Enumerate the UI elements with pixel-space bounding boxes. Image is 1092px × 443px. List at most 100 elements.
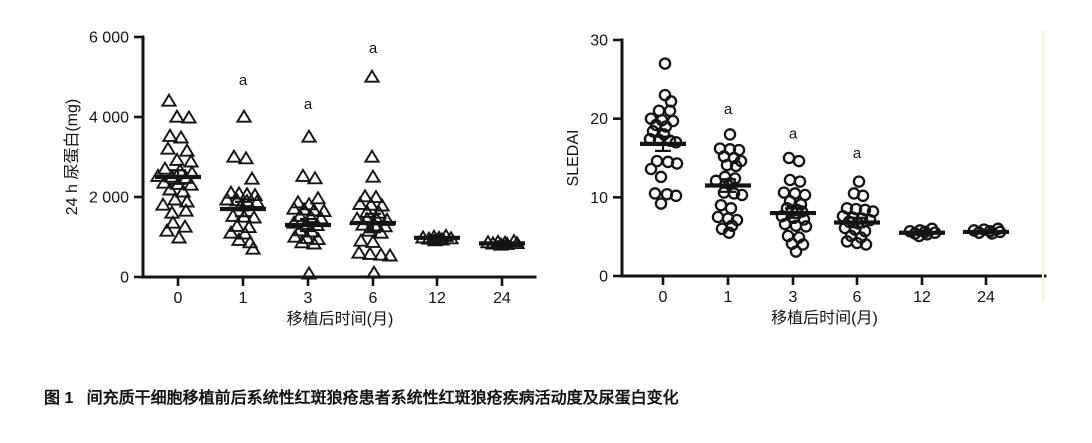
scatter-group-24 (479, 233, 526, 251)
data-point (644, 162, 658, 176)
x-tick-label: 0 (659, 289, 668, 306)
y-tick-label: 10 (590, 190, 608, 207)
data-point (228, 218, 246, 232)
data-point (237, 150, 255, 165)
data-point (505, 233, 523, 248)
y-tick-label: 4 000 (89, 110, 129, 127)
data-point (735, 188, 749, 202)
data-point (176, 218, 194, 233)
data-point (793, 175, 807, 188)
data-point (222, 224, 240, 239)
x-tick-label: 24 (977, 289, 995, 306)
x-tick-label: 3 (789, 289, 798, 306)
scatter-group-1 (705, 128, 751, 239)
x-axis-title: 移植后时间(月) (287, 310, 394, 328)
data-point (364, 168, 382, 183)
data-point (300, 128, 318, 143)
data-point (178, 142, 196, 157)
data-point (238, 193, 256, 208)
data-point (285, 200, 303, 215)
data-point (361, 246, 379, 260)
data-point (182, 176, 200, 191)
data-point (658, 88, 672, 102)
data-point (363, 68, 381, 83)
x-tick-label: 6 (853, 289, 862, 306)
data-point (720, 158, 734, 172)
data-point (302, 209, 320, 224)
x-tick-label: 12 (913, 289, 931, 306)
significance-label: a (239, 72, 248, 89)
x-tick-label: 6 (369, 290, 378, 307)
data-point (782, 151, 796, 165)
caption-block: 图 1 间充质干细胞移植前后系统性红斑狼疮患者系统性红斑狼疮疾病活动度及尿蛋白变… (44, 346, 1058, 443)
data-point (722, 226, 736, 239)
data-point (362, 196, 380, 211)
data-point (225, 148, 243, 163)
data-point (222, 184, 240, 199)
data-point (666, 114, 680, 128)
data-point (727, 151, 741, 165)
data-point (796, 238, 810, 251)
significance-label: a (724, 101, 733, 118)
data-point (646, 125, 660, 138)
data-point (363, 148, 381, 163)
data-point (154, 196, 172, 211)
sledai-chart: 0 10 20 30 0 1 3 6 12 24 SLEDAI 移植后时间(月) a a a (565, 33, 1047, 327)
data-point (658, 57, 672, 70)
data-point (367, 189, 385, 204)
data-point (156, 160, 174, 175)
data-point (859, 238, 873, 251)
data-point (659, 120, 673, 133)
data-point (168, 152, 186, 166)
data-point (799, 220, 813, 233)
scatter-group-1 (218, 108, 266, 255)
data-point (654, 197, 668, 210)
x-axis-title: 移植后时间(月) (771, 309, 878, 327)
scatter-group-24 (963, 222, 1009, 240)
data-point (158, 222, 176, 237)
data-point (670, 157, 684, 170)
data-point (182, 153, 200, 168)
data-point (727, 187, 741, 200)
data-point (350, 244, 368, 259)
y-tick-label: 6 000 (89, 30, 129, 47)
data-point (161, 181, 179, 196)
data-point (711, 210, 725, 224)
x-tick-label: 1 (724, 289, 733, 306)
data-point (723, 128, 737, 141)
x-tick-label: 3 (304, 290, 313, 307)
data-point (852, 175, 866, 188)
x-tick-label: 0 (174, 290, 183, 307)
data-point (654, 170, 668, 184)
data-point (648, 187, 662, 200)
data-point (364, 234, 382, 248)
axes (620, 38, 1047, 278)
data-point (863, 213, 877, 227)
data-point (723, 176, 737, 190)
data-point (352, 232, 370, 247)
data-point (180, 109, 198, 124)
data-point (240, 219, 258, 234)
data-point (724, 202, 738, 215)
significance-label: a (789, 125, 798, 142)
data-point (306, 170, 324, 185)
data-point (376, 218, 394, 233)
data-point (168, 108, 186, 123)
scatter-group-12 (899, 222, 945, 243)
data-point (164, 214, 182, 229)
y-tick-label: 0 (599, 269, 608, 286)
significance-label: a (304, 96, 313, 113)
data-point (291, 208, 309, 222)
axes (141, 35, 537, 279)
scatter-group-3 (285, 128, 333, 280)
data-point (358, 204, 376, 218)
charts-canvas: 0 2 000 4 000 6 000 0 1 3 6 12 24 24 h 尿蛋白(mg) 移植后时… (63, 30, 1047, 328)
scatter-group-6 (348, 68, 399, 279)
data-point (170, 229, 188, 244)
data-point (163, 204, 181, 219)
data-point (300, 196, 318, 211)
x-tick-label: 1 (239, 290, 248, 307)
data-point (729, 159, 743, 173)
data-point (372, 246, 390, 261)
